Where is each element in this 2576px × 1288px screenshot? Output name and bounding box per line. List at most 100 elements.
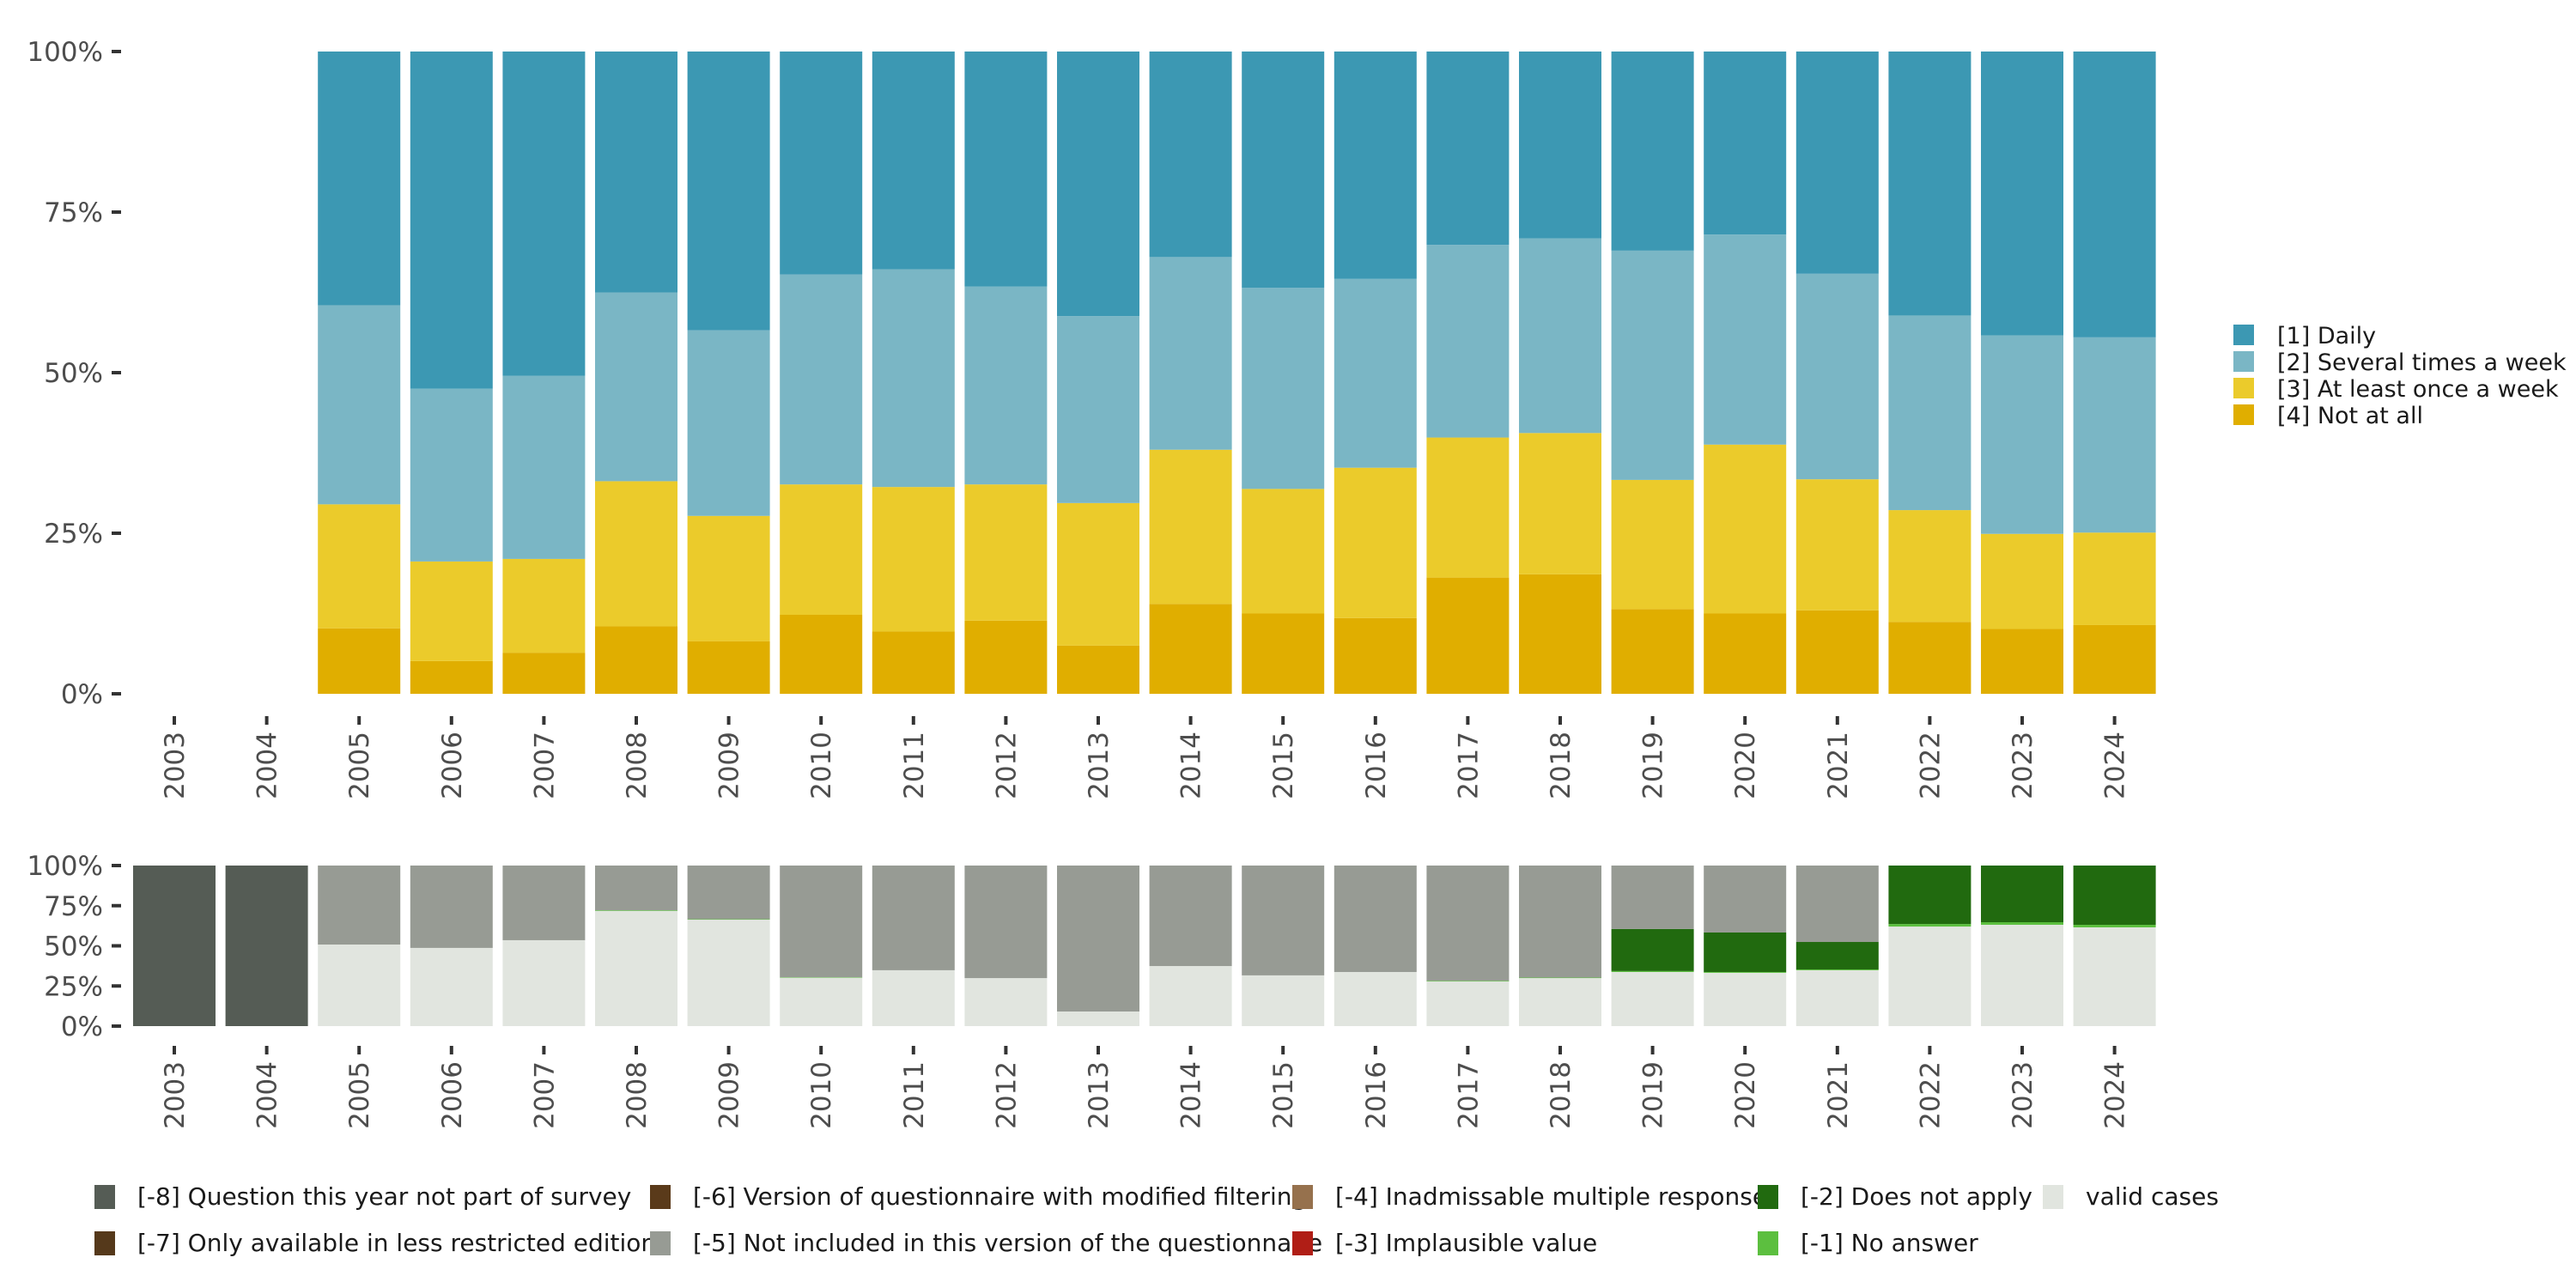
bar-segment <box>1611 971 1694 1026</box>
bar-segment <box>1611 479 1694 610</box>
bar-segment <box>687 330 770 516</box>
x-tick-label: 2021 <box>1823 1061 1854 1129</box>
bar-segment <box>872 269 955 488</box>
bar-segment <box>595 910 677 1026</box>
bar-segment <box>595 481 677 627</box>
bar-segment <box>410 388 493 562</box>
bar-segment <box>1334 866 1417 972</box>
bar-segment <box>133 866 216 1026</box>
x-tick-label: 2007 <box>529 1061 560 1129</box>
bar-segment <box>1981 52 2063 336</box>
bar-segment <box>1795 866 1879 943</box>
x-tick-label: 2004 <box>252 732 283 799</box>
x-tick-label: 2012 <box>991 732 1022 799</box>
x-tick-label: 2011 <box>899 732 930 799</box>
legend-swatch <box>1292 1185 1313 1209</box>
bar-segment <box>872 631 955 694</box>
bar-segment <box>502 52 586 376</box>
bar-segment <box>780 484 863 615</box>
y-tick-label: 100% <box>27 37 103 68</box>
x-tick-label: 2024 <box>2100 732 2131 799</box>
bar-segment <box>1057 866 1139 1012</box>
bar-segment <box>687 641 770 694</box>
bar-segment <box>964 286 1048 485</box>
bar-segment <box>1057 52 1139 317</box>
top-y-axis: 0% 25% 50% 75% 100% <box>27 37 121 710</box>
legend-swatch <box>2233 351 2254 372</box>
bar-segment <box>410 947 493 1026</box>
bar-segment <box>1057 645 1139 694</box>
bottom-plot <box>133 866 2156 1026</box>
bar-segment <box>410 561 493 661</box>
legend-label: [-3] Implausible value <box>1335 1229 1597 1257</box>
bar-segment <box>1334 278 1417 468</box>
bar-segment <box>1981 922 2063 926</box>
bar-segment <box>2073 52 2156 337</box>
bar-segment <box>318 504 401 629</box>
legend-label: [-7] Only available in less restricted e… <box>137 1229 656 1257</box>
bar-segment <box>1795 273 1879 480</box>
bar-segment <box>318 866 401 945</box>
bar-segment <box>1149 966 1232 1026</box>
bar-segment <box>1519 238 1601 434</box>
bar-segment <box>1149 257 1232 450</box>
y-tick-label: 25% <box>44 971 103 1002</box>
bar-segment <box>1519 978 1601 1026</box>
bar-segment <box>595 866 677 911</box>
bar-segment <box>1519 866 1601 978</box>
bar-segment <box>780 866 863 978</box>
legend-label: [1] Daily <box>2277 323 2376 349</box>
bar-segment <box>1704 972 1787 1026</box>
legend-label: [-6] Version of questionnaire with modif… <box>693 1182 1307 1211</box>
bar-segment <box>1334 52 1417 279</box>
bar-segment <box>964 620 1048 694</box>
bar-segment <box>780 977 863 978</box>
x-tick-label: 2006 <box>437 1061 468 1129</box>
bar-segment <box>502 939 586 1026</box>
x-tick-label: 2003 <box>160 732 191 799</box>
bar-segment <box>595 910 677 911</box>
bar-segment <box>1888 924 1971 927</box>
x-tick-label: 2023 <box>2008 1061 2038 1129</box>
x-tick-label: 2020 <box>1730 732 1761 799</box>
bottom-y-axis: 0% 25% 50% 75% 100% <box>27 851 121 1042</box>
legend-label: [-1] No answer <box>1801 1229 1978 1257</box>
legend-label: [-4] Inadmissable multiple response <box>1335 1182 1767 1211</box>
x-tick-label: 2011 <box>899 1061 930 1129</box>
bar-segment <box>1334 971 1417 1026</box>
bar-segment <box>1242 288 1325 489</box>
legend-swatch <box>94 1185 115 1209</box>
bar-segment <box>1704 52 1787 235</box>
legend-swatch <box>1292 1231 1313 1255</box>
x-tick-label: 2021 <box>1823 732 1854 799</box>
bar-segment <box>1611 250 1694 480</box>
x-tick-label: 2018 <box>1546 1061 1577 1129</box>
bar-segment <box>410 52 493 389</box>
bar-segment <box>1611 970 1694 972</box>
bar-segment <box>1149 52 1232 258</box>
bar-segment <box>1519 433 1601 574</box>
bar-segment <box>410 866 493 948</box>
bar-segment <box>872 969 955 1026</box>
bar-segment <box>410 660 493 694</box>
bar-segment <box>1611 866 1694 929</box>
bar-segment <box>780 614 863 694</box>
x-tick-label: 2008 <box>622 1061 653 1129</box>
bar-segment <box>687 52 770 331</box>
bar-segment <box>687 920 770 1026</box>
bar-segment <box>1704 866 1787 933</box>
x-tick-label: 2005 <box>344 1061 375 1129</box>
legend-label: [4] Not at all <box>2277 403 2423 429</box>
bar-segment <box>595 52 677 293</box>
legend-swatch <box>2233 404 2254 425</box>
bar-segment <box>1057 316 1139 503</box>
bar-segment <box>687 515 770 641</box>
legend-swatch <box>2043 1185 2063 1209</box>
bar-segment <box>964 866 1048 979</box>
bar-segment <box>1795 969 1879 1026</box>
x-tick-label: 2004 <box>252 1061 283 1129</box>
bar-segment <box>2073 532 2156 625</box>
x-tick-label: 2003 <box>160 1061 191 1129</box>
bar-segment <box>964 978 1048 1026</box>
